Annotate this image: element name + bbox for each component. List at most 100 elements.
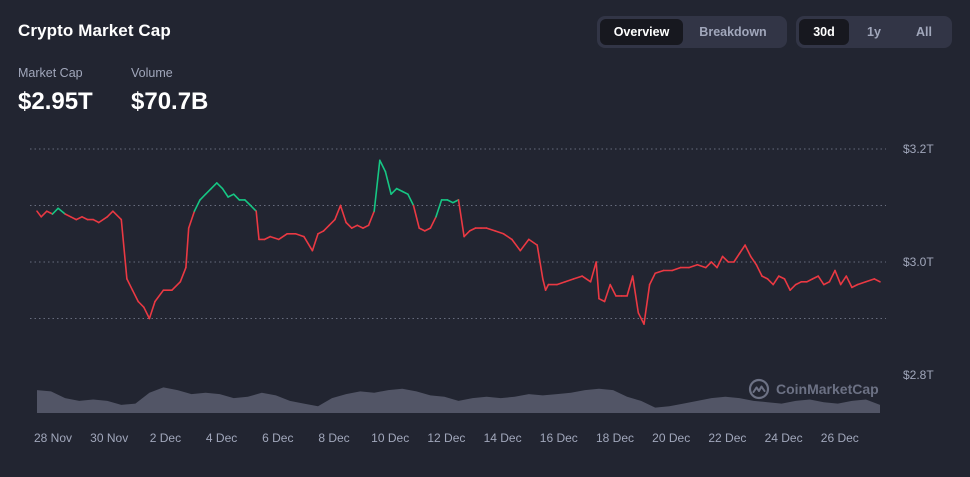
- price-line-segment: [322, 224, 331, 232]
- price-line-segment: [716, 255, 724, 269]
- price-line-segment: [766, 278, 775, 286]
- market-cap-label: Market Cap: [18, 66, 83, 80]
- price-line-segment: [418, 227, 426, 232]
- price-line-segment: [334, 204, 342, 221]
- tab-breakdown[interactable]: Breakdown: [699, 25, 767, 39]
- price-line-segment: [755, 263, 763, 277]
- price-line-segment: [598, 297, 606, 303]
- price-line-segment: [589, 261, 598, 283]
- price-line-segment: [106, 210, 114, 218]
- range-30d-button[interactable]: 30d: [799, 19, 849, 45]
- price-line-segment: [179, 266, 187, 283]
- x-tick-label: 22 Dec: [708, 431, 746, 445]
- price-line-segment: [603, 283, 612, 303]
- price-line-segment: [494, 230, 505, 235]
- price-line-segment: [544, 283, 550, 292]
- y-tick-label: $3.2T: [903, 142, 934, 156]
- x-tick-label: 2 Dec: [150, 431, 181, 445]
- range-all-button[interactable]: All: [916, 25, 932, 39]
- price-line-segment: [423, 227, 432, 232]
- price-line-segment: [452, 199, 460, 204]
- price-line-segment: [429, 216, 437, 229]
- price-line-segment: [92, 218, 100, 224]
- price-line-segment: [367, 210, 376, 227]
- price-line-segment: [148, 300, 156, 320]
- x-tick-label: 16 Dec: [540, 431, 578, 445]
- price-line-segment: [407, 193, 415, 207]
- price-line-segment: [696, 263, 707, 269]
- price-line-segment: [199, 193, 207, 201]
- price-line-segment: [187, 210, 196, 229]
- price-line-segment: [626, 275, 634, 297]
- price-line-segment: [345, 221, 353, 229]
- price-line-segment: [865, 278, 876, 283]
- price-line-segment: [277, 233, 288, 241]
- price-line-segment: [468, 227, 477, 232]
- x-tick-label: 14 Dec: [484, 431, 522, 445]
- price-line-segment: [789, 283, 797, 292]
- x-tick-label: 10 Dec: [371, 431, 409, 445]
- price-line-segment: [519, 238, 530, 252]
- price-line-segment: [556, 280, 567, 286]
- volume-label: Volume: [131, 66, 173, 80]
- price-line-segment: [671, 266, 682, 272]
- price-line-segment: [350, 224, 359, 229]
- price-line-segment: [733, 252, 741, 263]
- price-line-segment: [185, 227, 190, 269]
- price-line-segment: [232, 193, 241, 201]
- price-line-segment: [761, 275, 769, 280]
- price-line-segment: [446, 199, 454, 204]
- price-line-segment: [384, 170, 392, 195]
- range-toggle: 30d 1y All: [796, 16, 952, 48]
- x-tick-label: 18 Dec: [596, 431, 634, 445]
- x-tick-label: 6 Dec: [262, 431, 293, 445]
- price-line-segment: [485, 227, 496, 232]
- x-tick-label: 12 Dec: [427, 431, 465, 445]
- price-line-segment: [244, 199, 252, 207]
- price-line-segment: [581, 275, 592, 283]
- price-line-segment: [839, 275, 848, 286]
- price-line-segment: [777, 275, 786, 280]
- price-line-segment: [811, 275, 820, 280]
- price-line-segment: [536, 244, 544, 280]
- price-line-segment: [688, 263, 699, 269]
- price-line-segment: [435, 199, 443, 218]
- price-line-segment: [143, 306, 151, 320]
- price-line-segment: [648, 272, 657, 286]
- price-line-segment: [609, 283, 617, 297]
- price-line-segment: [463, 230, 471, 238]
- price-line-segment: [171, 280, 182, 292]
- price-line-segment: [356, 224, 364, 229]
- tab-overview[interactable]: Overview: [600, 19, 683, 45]
- coinmarketcap-logo-icon: [748, 378, 770, 400]
- price-line-segment: [255, 210, 260, 241]
- price-line-segment: [511, 238, 522, 252]
- x-tick-label: 24 Dec: [765, 431, 803, 445]
- price-line-segment: [654, 269, 665, 275]
- price-line-segment: [40, 210, 48, 218]
- price-line-segment: [564, 278, 575, 283]
- price-line-segment: [120, 218, 128, 280]
- price-line-segment: [828, 269, 836, 283]
- price-line-segment: [75, 216, 83, 221]
- price-line-segment: [373, 159, 381, 212]
- price-line-segment: [873, 278, 881, 283]
- price-line-segment: [294, 233, 305, 238]
- price-line-segment: [749, 255, 758, 266]
- price-line-segment: [81, 216, 89, 221]
- price-line-segment: [210, 182, 218, 190]
- x-tick-label: 8 Dec: [318, 431, 349, 445]
- price-line-segment: [772, 275, 780, 286]
- x-tick-label: 28 Nov: [34, 431, 72, 445]
- range-1y-button[interactable]: 1y: [867, 25, 881, 39]
- price-line-segment: [856, 280, 867, 286]
- price-line-segment: [216, 182, 224, 190]
- price-line-segment: [572, 275, 583, 280]
- price-line-segment: [36, 210, 43, 218]
- price-line-segment: [412, 204, 421, 229]
- price-line-segment: [744, 244, 752, 258]
- price-line-segment: [311, 233, 319, 252]
- volume-value: $70.7B: [131, 88, 209, 115]
- price-line-segment: [851, 283, 859, 289]
